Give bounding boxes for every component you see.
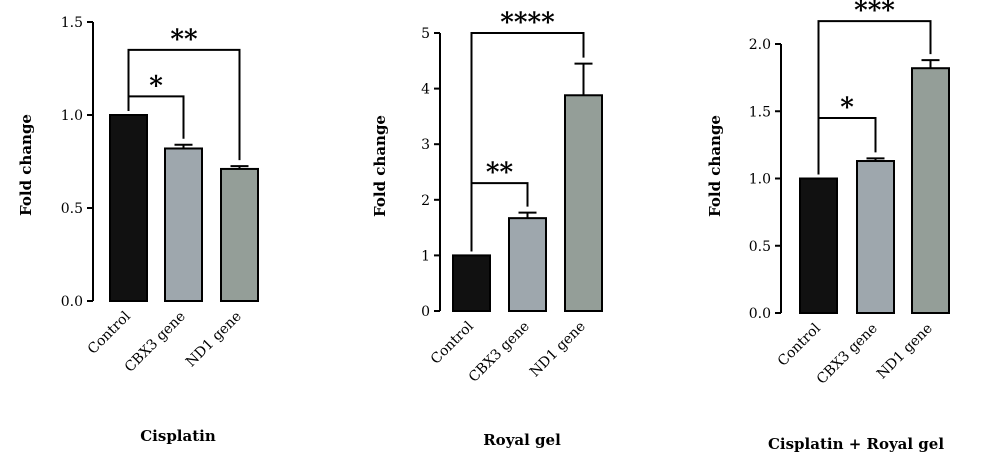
y-tick-label: 2.0 [749,37,771,53]
panel-title: Royal gel [483,431,561,449]
panel-title: Cisplatin + Royal gel [768,435,944,453]
bar-cbx3-gene [164,147,203,302]
bar-cbx3-gene [508,217,547,312]
significance-bracket [127,48,241,161]
significance-label: * [840,93,854,123]
panel-title: Cisplatin [140,427,216,445]
y-tick-label: 5 [421,26,430,42]
y-tick-label: 1.0 [749,172,771,188]
significance-label: *** [854,0,895,26]
y-tick-label: 1.0 [61,108,83,124]
significance-label: * [149,71,163,101]
chart-panel-royal-gel: Fold change Royal gel 0 1 2 3 4 5 ControlCBX3 … [371,8,603,449]
y-tick-label: 0 [421,304,430,320]
chart-panel-cisplatin-royal-gel: Fold change Cisplatin + Royal gel 0.0 0.5… [706,0,950,453]
x-category-label: Control [775,320,824,369]
significance-label: **** [500,8,555,38]
x-category-label: ND1 gene [874,321,936,383]
y-tick-label: 0.5 [61,201,83,217]
y-tick-label: 0.0 [749,306,771,322]
y-tick-label: 1.5 [61,15,83,31]
x-category-label: Control [428,318,477,367]
y-axis-label: Fold change [17,114,35,216]
y-tick-label: 3 [421,137,430,153]
y-tick-label: 1.5 [749,104,771,120]
y-tick-label: 0.5 [749,239,771,255]
x-category-label: CBX3 gene [466,319,533,386]
x-category-label: CBX3 gene [814,321,881,388]
y-tick-label: 2 [421,193,430,209]
significance-bracket [817,20,932,175]
y-tick-label: 0.0 [61,294,83,310]
significance-label: ** [486,158,514,188]
bar-nd1-gene [564,94,603,312]
x-category-label: Control [85,308,134,357]
bar-nd1-gene [220,167,259,302]
y-axis-label: Fold change [706,115,724,217]
y-tick-label: 1 [421,248,430,264]
bar-control [452,254,491,312]
chart-panel-cisplatin: Fold change Cisplatin 0.0 0.5 1.0 1.5 Contro… [17,15,259,445]
y-tick-label: 4 [421,82,430,98]
significance-label: ** [170,25,198,55]
x-category-label: ND1 gene [527,319,589,381]
bar-control [109,114,148,302]
x-category-label: ND1 gene [183,309,245,371]
bar-control [799,177,838,314]
bar-nd1-gene [911,67,950,314]
significance-bracket [470,32,585,252]
bar-cbx3-gene [856,160,895,314]
y-axis-label: Fold change [371,115,389,217]
